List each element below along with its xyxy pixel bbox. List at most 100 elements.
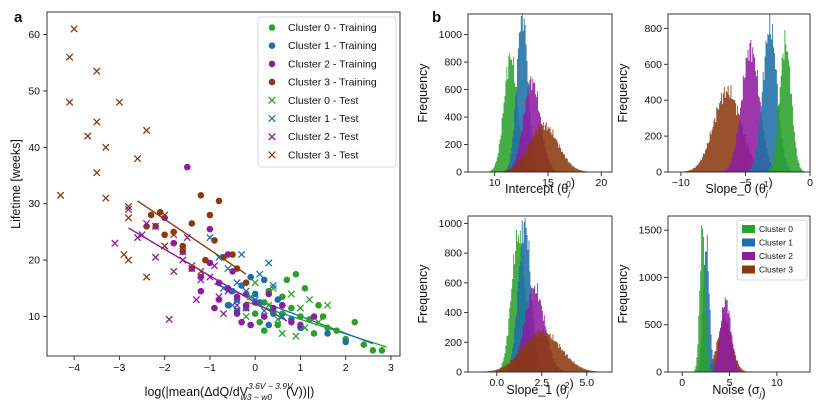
data-point [319, 313, 327, 320]
data-point [274, 321, 282, 329]
y-tick-label: 0 [656, 367, 662, 379]
data-point [274, 296, 282, 303]
data-point [161, 231, 168, 239]
x-tick-label: −4 [68, 362, 80, 374]
x-tick-label: 0 [679, 377, 685, 389]
legend-swatch [742, 225, 755, 233]
x-tick-label: 2.5 [534, 377, 549, 389]
y-tick-label: 200 [444, 139, 462, 151]
data-point [292, 270, 300, 278]
x-axis-label: Intercept (θj0) [505, 176, 575, 198]
data-point [93, 67, 101, 75]
data-point [269, 281, 277, 290]
x-tick-label: 20 [595, 177, 607, 189]
legend-label: Cluster 2 [759, 251, 793, 261]
data-point [323, 301, 332, 309]
legend-marker [268, 60, 276, 68]
y-tick-label: 0 [656, 167, 662, 179]
data-point [142, 126, 151, 135]
histogram-noise: 0 5 10 0 500 1000 1500 Frequency Noise (σj) Clust… [616, 215, 811, 400]
data-point [297, 321, 304, 329]
data-point [305, 295, 314, 304]
histogram-bars [503, 76, 561, 172]
legend-marker [268, 42, 276, 49]
y-tick-label: 400 [444, 112, 462, 124]
y-tick-label: 600 [444, 84, 462, 96]
legend-marker [268, 132, 276, 141]
data-point [269, 284, 277, 292]
data-point [278, 312, 286, 321]
y-axis-label: Frequency [416, 264, 430, 324]
data-point [179, 242, 187, 250]
x-axis-label: Slope_0 (θj1) [705, 176, 772, 198]
data-point [269, 310, 277, 318]
data-point [324, 324, 331, 332]
data-point [147, 211, 155, 219]
data-point [251, 279, 259, 287]
histogram-slope1: 0.0 2.5 5.0 0 200 400 600 800 1000 Frequency Slope… [416, 215, 613, 399]
data-point [215, 279, 223, 286]
data-point [170, 239, 178, 247]
legend-label: Cluster 3 - Test [288, 149, 358, 161]
data-point [233, 310, 241, 318]
data-point [310, 330, 318, 337]
histogram-bars [745, 14, 795, 172]
data-point [242, 304, 250, 312]
data-point [314, 318, 323, 326]
data-point [242, 287, 250, 295]
y-tick-label: 40 [28, 142, 40, 154]
data-point [378, 347, 386, 354]
data-point [65, 98, 74, 106]
data-point [288, 318, 295, 326]
x-tick-label: 10 [771, 377, 783, 389]
data-point [220, 254, 227, 261]
data-point [206, 211, 214, 219]
x-tick-label: 10 [489, 177, 501, 189]
legend-marker [268, 151, 276, 159]
scatter-lifetime-chart: −4 −3 −2 −1 0 1 2 3 10 20 30 40 50 60 Lifetime [weeks]… [9, 11, 401, 402]
legend-box [257, 16, 397, 168]
data-point [138, 231, 146, 239]
plot-frame [46, 11, 401, 357]
histogram-bars [692, 224, 713, 372]
data-point [183, 163, 191, 171]
y-tick-label: 800 [644, 23, 662, 35]
data-point [215, 197, 223, 205]
data-point [206, 273, 214, 281]
data-point [124, 256, 133, 264]
y-tick-label: 600 [444, 277, 462, 289]
data-point [202, 256, 209, 264]
x-tick-label: 0.0 [489, 377, 504, 389]
x-tick-label: −1 [204, 362, 216, 374]
data-point [369, 347, 377, 354]
data-point [170, 267, 178, 276]
data-point [179, 248, 187, 256]
legend-swatch [742, 265, 755, 274]
data-point [124, 205, 133, 214]
data-point [156, 208, 164, 216]
data-point [197, 267, 205, 276]
x-axis-label: Slope_1 (θj2) [506, 377, 573, 399]
x-tick-label: 1 [298, 362, 304, 374]
histogram-bars [501, 283, 568, 372]
data-point [237, 250, 246, 259]
y-tick-label: 400 [444, 307, 462, 319]
data-point [165, 315, 173, 324]
data-point [219, 284, 228, 292]
data-point [233, 265, 241, 272]
x-tick-label: 3 [388, 362, 394, 374]
data-point [242, 279, 250, 286]
data-point [183, 233, 191, 242]
data-point [279, 301, 286, 309]
data-point [84, 132, 92, 140]
data-point [65, 53, 74, 61]
y-tick-label: 1500 [639, 225, 663, 237]
data-point [351, 318, 359, 326]
legend-label: Cluster 3 [759, 265, 793, 275]
x-tick-label: −2 [159, 362, 171, 374]
data-point [170, 231, 178, 239]
data-point [301, 285, 309, 292]
legend-marker [268, 114, 276, 123]
x-axis-label: Noise (σj) [712, 383, 765, 400]
x-tick-label: −10 [672, 177, 690, 189]
